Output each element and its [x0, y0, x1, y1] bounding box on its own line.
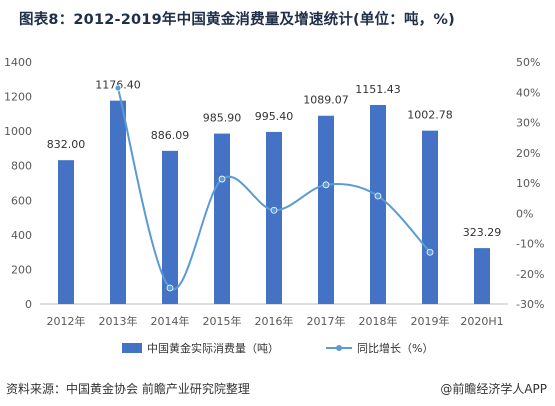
y-tick-label: 0: [25, 298, 32, 311]
y2-tick-label: -10%: [516, 238, 544, 251]
growth-points: [114, 84, 434, 292]
legend-line-label: 同比增长（%）: [357, 341, 433, 355]
y-tick-label: 200: [11, 263, 32, 276]
growth-line: [117, 87, 431, 291]
legend-bar-swatch: [122, 343, 142, 353]
bar: [266, 131, 282, 304]
bar: [58, 160, 74, 304]
growth-point: [270, 206, 278, 214]
category-axis-ticks: 2012年 2013年 2014年 2015年 2016年 2017年 2018年 2019年…: [47, 314, 504, 328]
y2-tick-label: 0%: [516, 207, 533, 220]
x-tick-label: 2015年: [203, 314, 242, 328]
bar: [110, 100, 126, 305]
y-tick-label: 1000: [4, 125, 32, 138]
x-tick-label: 2020H1: [460, 315, 503, 328]
y2-tick-label: 30%: [516, 117, 540, 130]
data-label: 832.00: [47, 138, 86, 151]
data-label: 1002.78: [407, 109, 453, 122]
growth-point: [166, 284, 174, 292]
y-tick-label: 400: [11, 229, 32, 242]
x-tick-label: 2012年: [47, 314, 86, 328]
data-label: 995.40: [255, 110, 294, 123]
right-axis-ticks: -30% -20% -10% 0% 10% 20% 30% 40% 50%: [516, 56, 544, 311]
data-label: 323.29: [463, 226, 502, 239]
growth-point: [218, 175, 226, 183]
y-tick-label: 600: [11, 194, 32, 207]
bar: [214, 133, 230, 304]
y2-tick-label: -30%: [516, 298, 544, 311]
bar: [422, 130, 438, 304]
x-tick-label: 2018年: [359, 314, 398, 328]
data-label: 1151.43: [355, 83, 401, 96]
x-tick-label: 2017年: [307, 314, 346, 328]
growth-point: [374, 192, 382, 200]
legend: 中国黄金实际消费量（吨） 同比增长（%）: [122, 341, 433, 355]
bar: [318, 115, 334, 305]
growth-point: [114, 84, 122, 92]
growth-point: [322, 181, 330, 189]
x-tick-label: 2019年: [411, 314, 450, 328]
x-tick-label: 2014年: [151, 314, 190, 328]
x-tick-label: 2016年: [255, 314, 294, 328]
bar: [474, 248, 490, 304]
y2-tick-label: 50%: [516, 56, 540, 69]
data-label: 886.09: [151, 129, 190, 142]
chart-title: 图表8：2012-2019年中国黄金消费量及增速统计(单位：吨，%): [19, 12, 455, 28]
source-note: 资料来源：中国黄金协会 前瞻产业研究院整理: [6, 382, 250, 396]
y-tick-label: 1200: [4, 91, 32, 104]
bars-series: [58, 100, 490, 305]
growth-point: [426, 248, 434, 256]
y2-tick-label: 20%: [516, 147, 540, 160]
y2-tick-label: 10%: [516, 177, 540, 190]
y-tick-label: 800: [11, 160, 32, 173]
bar: [162, 150, 178, 304]
legend-line-marker: [336, 345, 342, 351]
y2-tick-label: 40%: [516, 86, 540, 99]
data-label: 985.90: [203, 112, 242, 125]
data-labels: 832.001176.40886.09985.90995.401089.0711…: [47, 79, 502, 239]
x-tick-label: 2013年: [99, 314, 138, 328]
brand-watermark: @前瞻经济学人APP: [440, 382, 547, 396]
data-label: 1089.07: [303, 94, 349, 107]
bar: [370, 104, 386, 304]
legend-bar-label: 中国黄金实际消费量（吨）: [147, 341, 279, 355]
y2-tick-label: -20%: [516, 268, 544, 281]
left-axis-ticks: 0 200 400 600 800 1000 1200 1400: [4, 56, 32, 311]
y-tick-label: 1400: [4, 56, 32, 69]
